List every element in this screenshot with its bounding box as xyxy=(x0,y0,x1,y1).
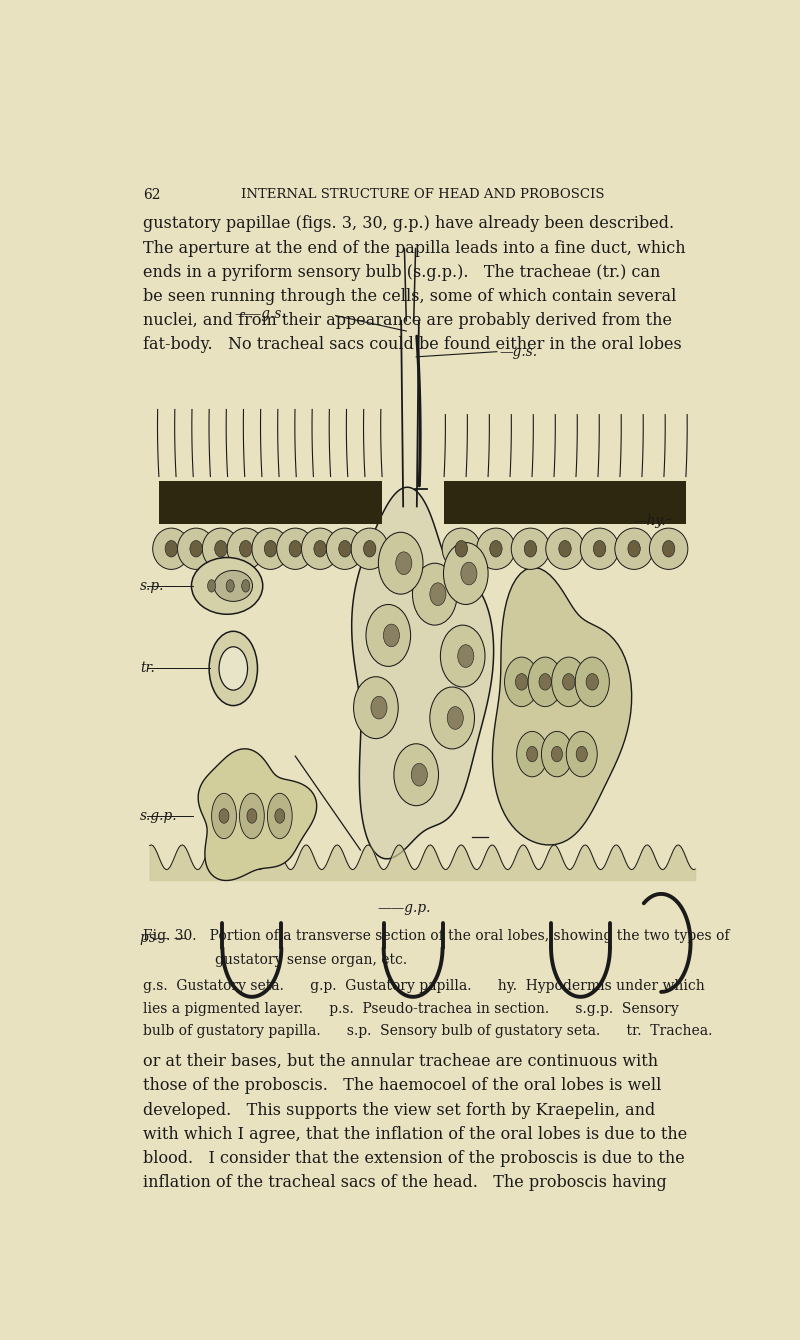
Ellipse shape xyxy=(314,540,326,557)
Ellipse shape xyxy=(326,528,363,570)
Ellipse shape xyxy=(552,657,586,706)
Ellipse shape xyxy=(542,732,573,777)
Ellipse shape xyxy=(153,528,190,570)
Text: gustatory sense organ, etc.: gustatory sense organ, etc. xyxy=(214,953,407,967)
Text: ——g.p.: ——g.p. xyxy=(377,900,430,915)
Ellipse shape xyxy=(539,674,551,690)
Ellipse shape xyxy=(338,540,351,557)
Ellipse shape xyxy=(366,604,410,666)
Text: ps— —: ps— — xyxy=(140,931,188,945)
Ellipse shape xyxy=(247,809,257,823)
Ellipse shape xyxy=(211,793,237,839)
Ellipse shape xyxy=(302,528,338,570)
Ellipse shape xyxy=(430,687,474,749)
Ellipse shape xyxy=(242,580,250,592)
Text: ——g.s.: ——g.s. xyxy=(234,307,286,320)
Ellipse shape xyxy=(383,624,399,647)
Text: lies a pigmented layer.      p.s.  Pseudo-trachea in section.      s.g.p.  Senso: lies a pigmented layer. p.s. Pseudo-trac… xyxy=(143,1002,679,1016)
Ellipse shape xyxy=(219,809,229,823)
Ellipse shape xyxy=(447,706,463,729)
Ellipse shape xyxy=(267,793,292,839)
Ellipse shape xyxy=(351,528,388,570)
Ellipse shape xyxy=(227,528,264,570)
Ellipse shape xyxy=(411,764,427,787)
Ellipse shape xyxy=(580,528,618,570)
Ellipse shape xyxy=(443,543,488,604)
Ellipse shape xyxy=(576,746,587,762)
Ellipse shape xyxy=(214,540,227,557)
Polygon shape xyxy=(493,568,632,846)
Ellipse shape xyxy=(517,732,548,777)
Ellipse shape xyxy=(430,583,446,606)
Polygon shape xyxy=(444,481,686,524)
Ellipse shape xyxy=(562,674,575,690)
Ellipse shape xyxy=(526,746,538,762)
Ellipse shape xyxy=(575,657,610,706)
Ellipse shape xyxy=(394,744,438,805)
Ellipse shape xyxy=(371,697,387,720)
Polygon shape xyxy=(198,749,317,880)
Ellipse shape xyxy=(477,528,515,570)
Polygon shape xyxy=(159,481,382,524)
Ellipse shape xyxy=(515,674,528,690)
Ellipse shape xyxy=(546,528,584,570)
Text: bulb of gustatory papilla.      s.p.  Sensory bulb of gustatory seta.      tr.  : bulb of gustatory papilla. s.p. Sensory … xyxy=(143,1024,713,1038)
Text: 62: 62 xyxy=(143,188,161,201)
Text: —hy.: —hy. xyxy=(634,515,666,528)
Ellipse shape xyxy=(524,540,537,557)
Ellipse shape xyxy=(615,528,654,570)
Ellipse shape xyxy=(442,528,481,570)
Ellipse shape xyxy=(165,540,178,557)
Ellipse shape xyxy=(455,540,467,557)
Ellipse shape xyxy=(458,645,474,667)
Ellipse shape xyxy=(190,540,202,557)
Ellipse shape xyxy=(275,809,285,823)
Ellipse shape xyxy=(219,647,247,690)
Ellipse shape xyxy=(628,540,640,557)
Ellipse shape xyxy=(528,657,562,706)
Ellipse shape xyxy=(209,631,258,706)
Text: g.s.  Gustatory seta.      g.p.  Gustatory papilla.      hy.  Hypodermis under w: g.s. Gustatory seta. g.p. Gustatory papi… xyxy=(143,980,705,993)
Ellipse shape xyxy=(363,540,376,557)
Ellipse shape xyxy=(440,624,485,687)
Ellipse shape xyxy=(551,746,562,762)
Ellipse shape xyxy=(378,532,423,594)
Ellipse shape xyxy=(396,552,412,575)
Ellipse shape xyxy=(594,540,606,557)
Ellipse shape xyxy=(226,580,234,592)
Text: —g.s.: —g.s. xyxy=(500,344,538,359)
Ellipse shape xyxy=(252,528,289,570)
Ellipse shape xyxy=(558,540,571,557)
Ellipse shape xyxy=(191,557,262,614)
Ellipse shape xyxy=(505,657,538,706)
Ellipse shape xyxy=(511,528,550,570)
Text: tr.——: tr.—— xyxy=(140,662,182,675)
Text: s.p.—: s.p.— xyxy=(140,579,178,592)
Ellipse shape xyxy=(207,580,216,592)
Text: gustatory papillae (figs. 3, 30, g.p.) have already been described.
The aperture: gustatory papillae (figs. 3, 30, g.p.) h… xyxy=(143,216,686,354)
Ellipse shape xyxy=(289,540,302,557)
Text: s.g.p.—: s.g.p.— xyxy=(140,809,191,823)
Ellipse shape xyxy=(178,528,214,570)
Text: Fig. 30.   Portion of a transverse section of the oral lobes, showing the two ty: Fig. 30. Portion of a transverse section… xyxy=(143,930,730,943)
Ellipse shape xyxy=(461,563,477,584)
Polygon shape xyxy=(352,488,494,859)
Ellipse shape xyxy=(354,677,398,738)
Ellipse shape xyxy=(490,540,502,557)
Ellipse shape xyxy=(264,540,277,557)
Ellipse shape xyxy=(277,528,314,570)
Ellipse shape xyxy=(413,563,457,624)
Ellipse shape xyxy=(566,732,598,777)
Ellipse shape xyxy=(239,793,264,839)
Ellipse shape xyxy=(239,540,252,557)
Ellipse shape xyxy=(662,540,675,557)
Ellipse shape xyxy=(214,571,253,602)
Ellipse shape xyxy=(202,528,239,570)
Text: INTERNAL STRUCTURE OF HEAD AND PROBOSCIS: INTERNAL STRUCTURE OF HEAD AND PROBOSCIS xyxy=(241,188,604,201)
Ellipse shape xyxy=(586,674,598,690)
Text: or at their bases, but the annular tracheae are continuous with
those of the pro: or at their bases, but the annular trach… xyxy=(143,1053,688,1191)
Ellipse shape xyxy=(650,528,688,570)
